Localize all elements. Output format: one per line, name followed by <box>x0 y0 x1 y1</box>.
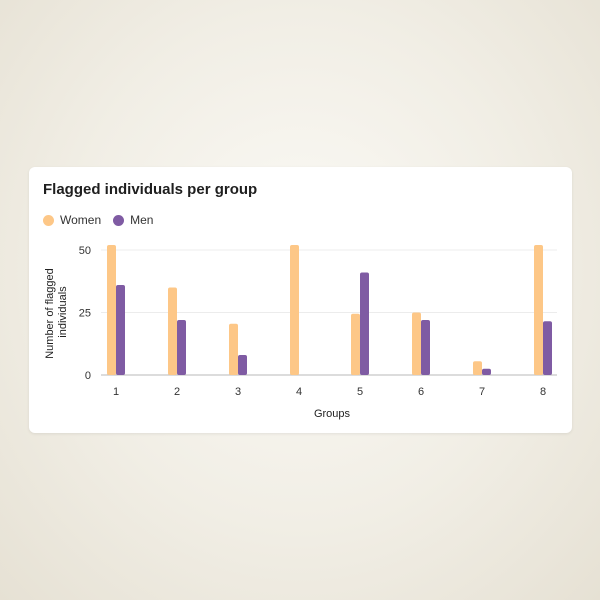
bar-women-group-6 <box>412 312 421 375</box>
x-tick-label: 1 <box>113 386 119 398</box>
legend-label-men: Men <box>130 213 154 227</box>
chart-card: Flagged individuals per group Women Men … <box>29 167 572 433</box>
legend-label-women: Women <box>60 213 102 227</box>
y-tick-label: 0 <box>85 370 91 382</box>
x-tick-label: 5 <box>357 386 363 398</box>
bar-women-group-2 <box>168 287 177 375</box>
y-axis-label-line-1: Number of flagged <box>44 268 56 359</box>
bar-women-group-5 <box>351 313 360 375</box>
bar-women-group-1 <box>107 245 116 375</box>
bar-men-group-2 <box>177 320 186 375</box>
bar-women-group-4 <box>290 245 299 375</box>
legend-swatch-men <box>113 214 125 226</box>
bar-men-group-8 <box>543 321 552 375</box>
y-tick-labels: 0 25 50 <box>79 245 91 382</box>
x-tick-label: 4 <box>296 386 302 398</box>
x-tick-label: 8 <box>540 386 546 398</box>
bar-chart: 0 25 50 1 2 3 4 5 6 7 8 Number of flagged individ… <box>44 245 557 420</box>
y-tick-label: 25 <box>79 308 91 320</box>
x-tick-labels: 1 2 3 4 5 6 7 8 <box>113 386 546 398</box>
x-axis-label: Groups <box>314 408 351 420</box>
bar-women-group-3 <box>229 323 238 375</box>
legend-swatch-women <box>43 214 54 226</box>
bar-men-group-3 <box>238 355 247 375</box>
x-tick-label: 2 <box>174 386 180 398</box>
bar-men-group-7 <box>482 368 491 375</box>
bar-women-group-7 <box>473 361 482 375</box>
legend-item-men: Men <box>113 213 153 227</box>
bars <box>107 245 552 375</box>
y-tick-label: 50 <box>79 245 91 257</box>
bar-men-group-5 <box>360 272 369 375</box>
legend-item-women: Women <box>43 213 101 227</box>
x-tick-label: 6 <box>418 386 424 398</box>
y-axis-label-line-2: individuals <box>57 286 69 338</box>
x-tick-label: 3 <box>235 386 241 398</box>
bar-men-group-6 <box>421 320 430 375</box>
bar-women-group-8 <box>534 245 543 375</box>
chart-title: Flagged individuals per group <box>43 181 258 198</box>
x-tick-label: 7 <box>479 386 485 398</box>
legend: Women Men <box>43 213 165 227</box>
bar-men-group-1 <box>116 285 125 375</box>
y-axis-label: Number of flagged individuals <box>44 265 69 359</box>
